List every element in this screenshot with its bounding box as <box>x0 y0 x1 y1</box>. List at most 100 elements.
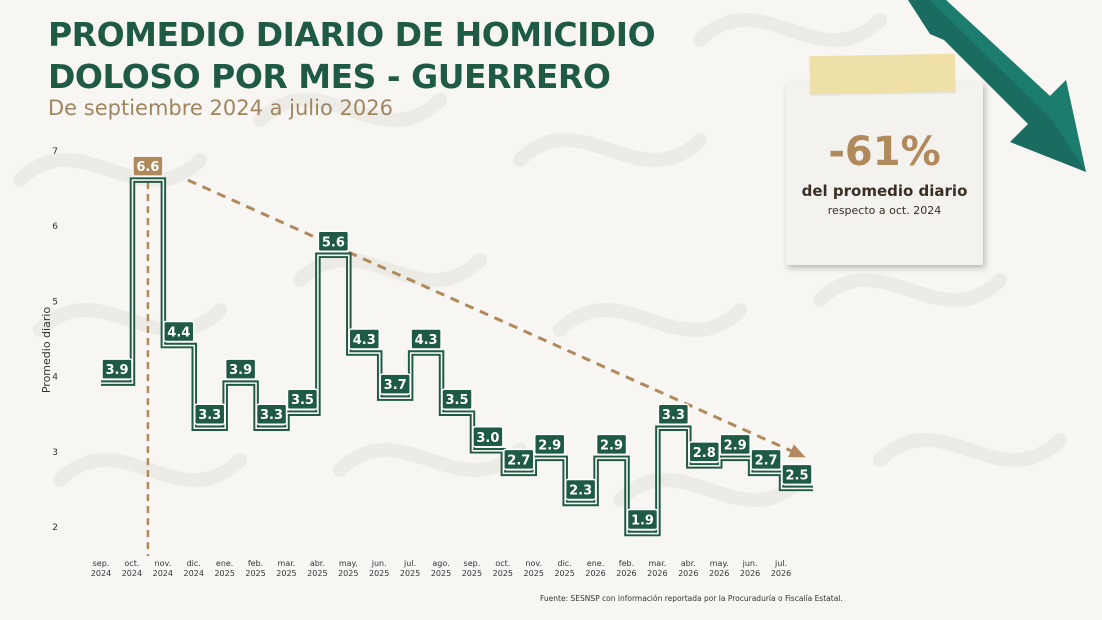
data-label-box <box>657 403 690 425</box>
data-label-box <box>379 373 411 395</box>
data-label: 2.5 <box>785 468 808 483</box>
x-tick-year: 2024 <box>153 569 173 578</box>
x-tick-year: 2025 <box>214 569 234 578</box>
x-tick-year: 2024 <box>184 569 204 578</box>
chart-title: PROMEDIO DIARIO DE HOMICIDIO DOLOSO POR … <box>48 14 656 98</box>
data-label: 2.9 <box>600 438 623 453</box>
source-note: Fuente: SESNSP con información reportada… <box>540 594 843 603</box>
data-label: 3.0 <box>476 431 499 446</box>
chart-subtitle: De septiembre 2024 a julio 2026 <box>48 96 393 120</box>
x-tick-month: nov. <box>155 559 172 568</box>
x-tick-month: may. <box>710 559 729 568</box>
data-label-box <box>688 441 721 463</box>
y-tick-label: 7 <box>52 147 58 157</box>
data-label: 3.9 <box>105 363 128 378</box>
x-tick-month: sep. <box>464 559 481 568</box>
x-tick-year: 2026 <box>771 569 791 578</box>
data-label-box <box>255 403 288 425</box>
x-tick-month: ago. <box>432 559 449 568</box>
x-tick-month: mar. <box>278 559 296 568</box>
x-tick-month: nov. <box>525 559 542 568</box>
data-label: 3.5 <box>445 393 468 408</box>
y-tick-label: 5 <box>52 297 58 307</box>
x-tick-year: 2026 <box>616 569 636 578</box>
x-tick-month: abr. <box>681 559 696 568</box>
data-label: 6.6 <box>136 160 159 175</box>
note-line-1: del promedio diario <box>801 182 968 200</box>
x-tick-year: 2025 <box>493 569 513 578</box>
x-tick-month: jul. <box>774 559 787 568</box>
x-tick-year: 2025 <box>307 569 327 578</box>
data-label-box <box>410 328 442 350</box>
data-label-box <box>595 433 628 456</box>
data-label-box <box>441 388 473 410</box>
data-label-box <box>719 433 751 456</box>
data-label-box <box>317 230 350 253</box>
data-label-box <box>472 426 504 448</box>
chart-marks: 3.9 6.6 4.4 3.3 3.9 3.3 3.5 5.6 4.3 3.7 4.3 3.5 3.0 2… <box>101 155 813 556</box>
data-label-box <box>626 508 659 531</box>
summary-note: -61% del promedio diario respecto a oct.… <box>786 82 983 265</box>
x-tick-month: ene. <box>216 559 233 568</box>
x-tick-month: jun. <box>742 559 758 568</box>
data-label: 5.6 <box>322 235 345 250</box>
trend-arrowhead <box>788 444 806 458</box>
data-label: 3.3 <box>662 408 685 423</box>
data-label: 2.7 <box>507 453 530 468</box>
data-label: 2.7 <box>755 453 778 468</box>
data-label: 4.3 <box>415 333 438 348</box>
x-tick-month: ene. <box>587 559 604 568</box>
x-tick-year: 2024 <box>91 569 111 578</box>
data-label: 1.9 <box>631 514 654 529</box>
x-tick-month: oct. <box>124 559 139 568</box>
x-tick-year: 2026 <box>740 569 760 578</box>
data-label-box <box>533 433 566 456</box>
x-tick-month: feb. <box>248 559 263 568</box>
y-tick-label: 4 <box>52 373 58 383</box>
title-line-2: DOLOSO POR MES - GUERRERO <box>48 57 611 96</box>
x-tick-month: oct. <box>495 559 510 568</box>
trend-line <box>187 178 792 453</box>
x-tick-month: dic. <box>187 559 201 568</box>
data-label-box <box>564 478 597 501</box>
data-label-box <box>132 155 164 177</box>
x-tick-year: 2024 <box>122 569 142 578</box>
x-tick-year: 2025 <box>276 569 296 578</box>
y-axis-label: Promedio diario <box>40 307 53 394</box>
y-tick-label: 2 <box>52 523 58 533</box>
x-axis: sep.2024oct.2024nov.2024dic.2024ene.2025… <box>91 559 791 578</box>
data-label-box <box>781 463 813 486</box>
data-label: 4.4 <box>167 326 190 341</box>
y-tick-label: 3 <box>52 448 58 458</box>
data-label: 2.3 <box>569 483 592 498</box>
data-label-box <box>503 448 535 471</box>
y-tick-label: 6 <box>52 222 58 232</box>
x-tick-year: 2026 <box>709 569 729 578</box>
note-line-2: respecto a oct. 2024 <box>827 204 942 217</box>
data-label: 3.3 <box>198 408 221 423</box>
data-label: 4.3 <box>353 333 376 348</box>
x-tick-month: abr. <box>310 559 325 568</box>
data-label-box <box>750 448 782 471</box>
x-tick-year: 2025 <box>431 569 451 578</box>
data-label-box <box>101 358 133 380</box>
x-tick-year: 2026 <box>585 569 605 578</box>
x-tick-year: 2026 <box>678 569 698 578</box>
x-tick-month: feb. <box>619 559 634 568</box>
data-label: 2.9 <box>538 438 561 453</box>
data-label-box <box>348 328 381 350</box>
data-label: 3.3 <box>260 408 283 423</box>
x-tick-year: 2025 <box>554 569 574 578</box>
x-tick-year: 2025 <box>524 569 544 578</box>
x-tick-month: mar. <box>648 559 666 568</box>
data-label: 3.9 <box>229 363 252 378</box>
data-label-box <box>286 388 319 410</box>
y-axis: 2 3 4 5 6 7 <box>52 147 58 533</box>
title-line-1: PROMEDIO DIARIO DE HOMICIDIO <box>48 15 656 54</box>
x-tick-month: jul. <box>403 559 416 568</box>
x-tick-year: 2025 <box>462 569 482 578</box>
data-label-box <box>163 320 195 343</box>
x-tick-year: 2025 <box>369 569 389 578</box>
